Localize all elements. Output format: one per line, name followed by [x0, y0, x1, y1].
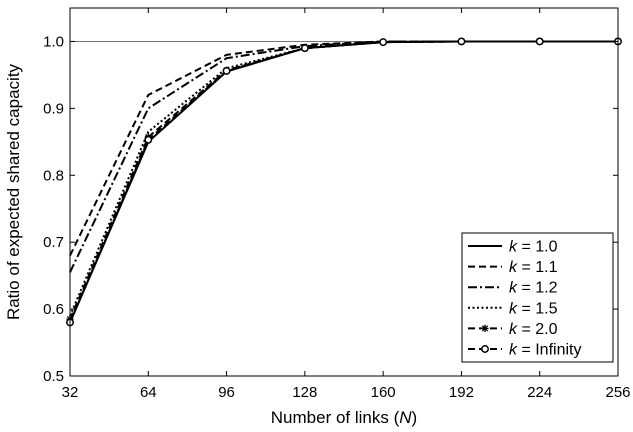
legend-value: = 1.1 [517, 259, 558, 276]
series-line [69, 40, 618, 323]
series-layer [66, 37, 622, 327]
x-tick-label: 256 [605, 384, 630, 401]
x-axis-paren-close: ) [412, 408, 418, 427]
legend-item: k = 1.0 [468, 239, 558, 256]
legend-item: k = Infinity [468, 342, 581, 359]
series-line [69, 40, 618, 273]
data-point [481, 324, 489, 332]
y-tick-label: 0.9 [43, 100, 64, 117]
data-point [535, 37, 544, 46]
x-axis-paren-open: ( [389, 408, 400, 427]
x-axis-title: Number of links (N) [271, 408, 417, 427]
legend: k = 1.0k = 1.1k = 1.2k = 1.5k = 2.0k = I… [461, 232, 614, 363]
legend-variable: k [509, 321, 518, 338]
data-point [379, 38, 388, 47]
legend-label: k = 1.5 [509, 300, 558, 317]
x-axis-variable: N [399, 408, 412, 427]
x-tick-label: 160 [371, 384, 396, 401]
series-3 [69, 40, 618, 273]
data-point [144, 135, 153, 144]
legend-value: = 1.5 [517, 300, 558, 317]
legend-label: k = 1.1 [509, 259, 558, 276]
series-6 [66, 37, 622, 327]
x-tick-label: 224 [527, 384, 552, 401]
x-axis-label: Number of links [271, 408, 389, 427]
x-tick-label: 64 [140, 384, 157, 401]
y-tick-label: 0.7 [43, 234, 64, 251]
legend-value: = 1.2 [517, 280, 558, 297]
y-axis-title: Ratio of expected shared capacity [4, 63, 23, 320]
legend-variable: k [509, 239, 518, 256]
legend-label: k = 2.0 [509, 321, 558, 338]
data-point [481, 345, 489, 353]
data-point [222, 66, 231, 75]
legend-value: = Infinity [517, 342, 581, 359]
axis-layer: 32 64 96 128 160 192 224 256 0.5 0.6 0.7 0.8 0.9 1.0 [43, 8, 631, 401]
legend-value: = 1.0 [517, 239, 558, 256]
y-tick-label: 0.8 [43, 167, 64, 184]
legend-value: = 2.0 [517, 321, 558, 338]
legend-item: k = 2.0 [468, 321, 558, 338]
legend-label: k = Infinity [509, 342, 581, 359]
y-tick-label: 1.0 [43, 33, 64, 50]
x-tick-label: 32 [62, 384, 79, 401]
x-tick-label: 96 [218, 384, 235, 401]
legend-variable: k [509, 300, 518, 317]
legend-variable: k [509, 342, 518, 359]
y-tick-label: 0.6 [43, 301, 64, 318]
data-point [457, 37, 466, 46]
legend-box [461, 232, 614, 363]
x-tick-label: 192 [449, 384, 474, 401]
y-tick-label: 0.5 [43, 368, 64, 385]
data-point [300, 44, 309, 53]
legend-item: k = 1.1 [468, 259, 558, 276]
legend-item: k = 1.2 [468, 280, 558, 297]
legend-variable: k [509, 280, 518, 297]
plot-frame [69, 7, 619, 377]
legend-label: k = 1.2 [509, 280, 558, 297]
legend-label: k = 1.0 [509, 239, 558, 256]
legend-variable: k [509, 259, 518, 276]
legend-item: k = 1.5 [468, 300, 558, 317]
x-tick-label: 128 [292, 384, 317, 401]
